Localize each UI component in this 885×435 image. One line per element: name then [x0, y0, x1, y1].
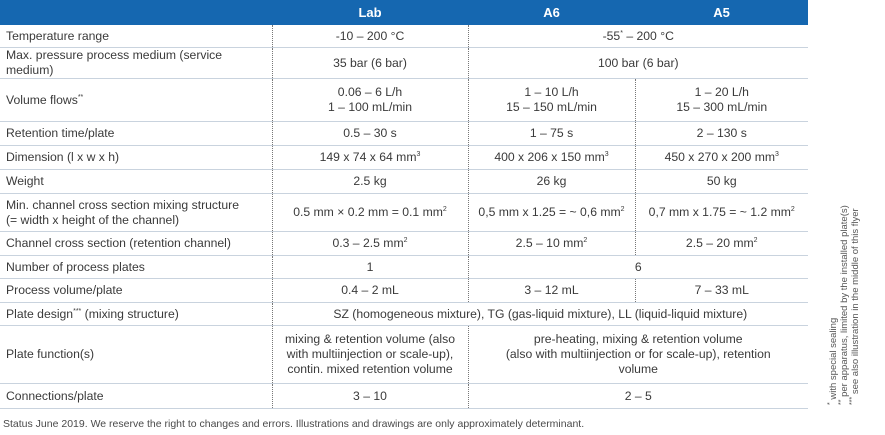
cell-a5: 1 – 20 L/h 15 – 300 mL/min: [635, 78, 808, 122]
row-connections: Connections/plate 3 – 10 2 – 5: [0, 383, 808, 409]
cell-lab: 1: [272, 255, 469, 279]
row-label: Volume flows**: [0, 78, 273, 122]
row-label: Number of process plates: [0, 255, 273, 279]
row-label: Temperature range: [0, 25, 273, 48]
header-a6: A6: [468, 0, 635, 25]
row-temperature: Temperature range -10 – 200 °C -55* – 20…: [0, 25, 808, 48]
row-process-volume: Process volume/plate 0.4 – 2 mL 3 – 12 m…: [0, 278, 808, 303]
row-label: Min. channel cross section mixing struct…: [0, 193, 273, 232]
row-plate-functions: Plate function(s) mixing & retention vol…: [0, 325, 808, 384]
row-label: Plate function(s): [0, 325, 273, 384]
row-label: Dimension (l x w x h): [0, 145, 273, 170]
cell-lab: 0.4 – 2 mL: [272, 278, 469, 303]
status-note: Status June 2019. We reserve the right t…: [3, 418, 585, 430]
cell-a6-a5: -55* – 200 °C: [468, 25, 808, 48]
footnote-2: ** per apparatus, limited by the install…: [837, 205, 850, 405]
spec-table-container: Lab A6 A5 Temperature range -10 – 200 °C…: [0, 0, 808, 409]
cell-a5: 450 x 270 x 200 mm3: [635, 145, 808, 170]
cell-a6: 1 – 10 L/h 15 – 150 mL/min: [468, 78, 636, 122]
cell-a6: 2.5 – 10 mm2: [468, 231, 636, 256]
footnotes-vertical: * with special sealing ** per apparatus,…: [826, 195, 878, 405]
cell-lab: 2.5 kg: [272, 169, 469, 194]
cell-a6: 26 kg: [468, 169, 636, 194]
row-label: Plate design*** (mixing structure): [0, 302, 273, 326]
row-label: Process volume/plate: [0, 278, 273, 303]
cell-lab: 0.5 mm × 0.2 mm = 0.1 mm2: [272, 193, 469, 232]
cell-a5: 2.5 – 20 mm2: [635, 231, 808, 256]
header-blank-cell: [0, 0, 272, 25]
row-dimension: Dimension (l x w x h) 149 x 74 x 64 mm3 …: [0, 145, 808, 170]
cell-lab: 0.3 – 2.5 mm2: [272, 231, 469, 256]
cell-a6-a5: 100 bar (6 bar): [468, 47, 808, 79]
row-weight: Weight 2.5 kg 26 kg 50 kg: [0, 169, 808, 194]
cell-lab: 35 bar (6 bar): [272, 47, 469, 79]
header-a5: A5: [635, 0, 808, 25]
row-retention-time: Retention time/plate 0.5 – 30 s 1 – 75 s…: [0, 121, 808, 146]
row-label: Weight: [0, 169, 273, 194]
cell-lab: 0.5 – 30 s: [272, 121, 469, 146]
cell-a5: 0,7 mm x 1.75 = ~ 1.2 mm2: [635, 193, 808, 232]
cell-a6: 400 x 206 x 150 mm3: [468, 145, 636, 170]
cell-a5: 7 – 33 mL: [635, 278, 808, 303]
cell-a6-a5: pre-heating, mixing & retention volume (a…: [468, 325, 808, 384]
row-mixing-cross-section: Min. channel cross section mixing struct…: [0, 193, 808, 232]
cell-lab: 0.06 – 6 L/h 1 – 100 mL/min: [272, 78, 469, 122]
row-volume-flows: Volume flows** 0.06 – 6 L/h 1 – 100 mL/mi…: [0, 78, 808, 122]
footnote-3: *** see also illustration in the middle …: [848, 208, 861, 405]
cell-a6: 3 – 12 mL: [468, 278, 636, 303]
cell-all-models: SZ (homogeneous mixture), TG (gas-liquid…: [272, 302, 808, 326]
cell-lab: 149 x 74 x 64 mm3: [272, 145, 469, 170]
row-label: Channel cross section (retention channel…: [0, 231, 273, 256]
row-label: Retention time/plate: [0, 121, 273, 146]
cell-lab: mixing & retention volume (also with mult…: [272, 325, 469, 384]
row-label: Max. pressure process medium (service me…: [0, 47, 273, 79]
row-number-of-plates: Number of process plates 1 6: [0, 255, 808, 279]
specification-table: Lab A6 A5 Temperature range -10 – 200 °C…: [0, 0, 808, 409]
cell-lab: -10 – 200 °C: [272, 25, 469, 48]
row-channel-cross-section: Channel cross section (retention channel…: [0, 231, 808, 256]
cell-a6: 1 – 75 s: [468, 121, 636, 146]
cell-a5: 50 kg: [635, 169, 808, 194]
header-lab: Lab: [272, 0, 468, 25]
row-pressure: Max. pressure process medium (service me…: [0, 47, 808, 79]
cell-a6: 0,5 mm x 1.25 = ~ 0,6 mm2: [468, 193, 636, 232]
cell-a5: 2 – 130 s: [635, 121, 808, 146]
cell-lab: 3 – 10: [272, 383, 469, 409]
footnote-1: * with special sealing: [826, 317, 839, 405]
cell-a6-a5: 6: [468, 255, 808, 279]
row-plate-design: Plate design*** (mixing structure) SZ (h…: [0, 302, 808, 326]
cell-a6-a5: 2 – 5: [468, 383, 808, 409]
row-label: Connections/plate: [0, 383, 273, 409]
table-header-row: Lab A6 A5: [0, 0, 808, 25]
